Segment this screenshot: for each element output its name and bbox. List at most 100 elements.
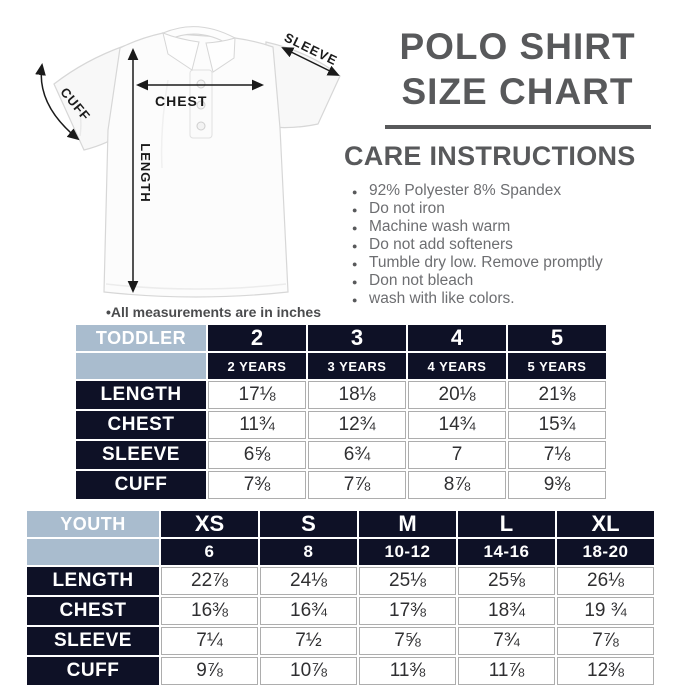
size-value-cell: 11¾ bbox=[208, 411, 306, 439]
care-item: wash with like colors. bbox=[352, 290, 603, 309]
youth-sleeve-row: SLEEVE 7¼ 7½ 7⅝ 7¾ 7⅞ bbox=[27, 627, 654, 655]
size-value-cell: 7¼ bbox=[161, 627, 258, 655]
toddler-age-spacer-cell bbox=[76, 353, 206, 379]
size-value-cell: 7½ bbox=[260, 627, 357, 655]
youth-size-table: YOUTH XS S M L XL 6 8 10-12 14-16 18-20 … bbox=[25, 509, 656, 687]
button-2 bbox=[196, 100, 206, 110]
polo-shirt-illustration: CHEST LENGTH SLEEVE CUFF bbox=[10, 8, 350, 308]
age-col-header: 2 YEARS bbox=[208, 353, 306, 379]
size-value-cell: 22⅞ bbox=[161, 567, 258, 595]
size-value-cell: 25⅛ bbox=[359, 567, 456, 595]
size-value-cell: 26⅛ bbox=[557, 567, 654, 595]
size-col-header: 2 bbox=[208, 325, 306, 351]
measurement-note: •All measurements are in inches bbox=[106, 304, 321, 320]
size-value-cell: 11⅞ bbox=[458, 657, 555, 685]
care-item: Machine wash warm bbox=[352, 218, 603, 237]
size-col-header: XL bbox=[557, 511, 654, 537]
size-value-cell: 7⅞ bbox=[557, 627, 654, 655]
care-item: Don not bleach bbox=[352, 272, 603, 291]
toddler-size-header-row: TODDLER 2 3 4 5 bbox=[76, 325, 606, 351]
size-value-cell: 9⅜ bbox=[508, 471, 606, 499]
collar-right-flap bbox=[205, 37, 236, 73]
size-col-header: 4 bbox=[408, 325, 506, 351]
size-value-cell: 14¾ bbox=[408, 411, 506, 439]
size-value-cell: 21⅜ bbox=[508, 381, 606, 409]
size-value-cell: 16⅜ bbox=[161, 597, 258, 625]
youth-size-header-row: YOUTH XS S M L XL bbox=[27, 511, 654, 537]
size-col-header: M bbox=[359, 511, 456, 537]
row-label: CHEST bbox=[27, 597, 159, 625]
toddler-group-cell: TODDLER bbox=[76, 325, 206, 351]
page-title-line2: SIZE CHART bbox=[401, 71, 634, 112]
length-label: LENGTH bbox=[138, 143, 153, 202]
cuff-arrow bbox=[35, 62, 80, 141]
size-value-cell: 20⅛ bbox=[408, 381, 506, 409]
row-label: LENGTH bbox=[27, 567, 159, 595]
size-col-header: XS bbox=[161, 511, 258, 537]
care-item: Do not add softeners bbox=[352, 236, 603, 255]
row-label: CUFF bbox=[76, 471, 206, 499]
size-value-cell: 18¾ bbox=[458, 597, 555, 625]
size-value-cell: 7⅞ bbox=[308, 471, 406, 499]
size-value-cell: 7⅜ bbox=[208, 471, 306, 499]
youth-group-cell: YOUTH bbox=[27, 511, 159, 537]
hem-line bbox=[105, 283, 287, 290]
row-label: CHEST bbox=[76, 411, 206, 439]
size-value-cell: 7⅝ bbox=[359, 627, 456, 655]
toddler-age-header-row: 2 YEARS 3 YEARS 4 YEARS 5 YEARS bbox=[76, 353, 606, 379]
youth-age-spacer-cell bbox=[27, 539, 159, 565]
youth-age-header-row: 6 8 10-12 14-16 18-20 bbox=[27, 539, 654, 565]
care-item: Do not iron bbox=[352, 200, 603, 219]
age-col-header: 18-20 bbox=[557, 539, 654, 565]
care-item: Tumble dry low. Remove promptly bbox=[352, 254, 603, 273]
row-label: LENGTH bbox=[76, 381, 206, 409]
row-label: SLEEVE bbox=[27, 627, 159, 655]
size-col-header: 5 bbox=[508, 325, 606, 351]
size-value-cell: 11⅜ bbox=[359, 657, 456, 685]
age-col-header: 10-12 bbox=[359, 539, 456, 565]
size-value-cell: 17⅜ bbox=[359, 597, 456, 625]
size-col-header: S bbox=[260, 511, 357, 537]
size-value-cell: 24⅛ bbox=[260, 567, 357, 595]
button-1 bbox=[196, 79, 206, 89]
toddler-chest-row: CHEST 11¾ 12¾ 14¾ 15¾ bbox=[76, 411, 606, 439]
youth-length-row: LENGTH 22⅞ 24⅛ 25⅛ 25⅝ 26⅛ bbox=[27, 567, 654, 595]
toddler-sleeve-row: SLEEVE 6⅝ 6¾ 7 7⅛ bbox=[76, 441, 606, 469]
size-value-cell: 19 ¾ bbox=[557, 597, 654, 625]
size-value-cell: 16¾ bbox=[260, 597, 357, 625]
size-value-cell: 25⅝ bbox=[458, 567, 555, 595]
age-col-header: 14-16 bbox=[458, 539, 555, 565]
page-title: POLO SHIRT SIZE CHART bbox=[345, 24, 690, 129]
age-col-header: 6 bbox=[161, 539, 258, 565]
care-item: 92% Polyester 8% Spandex bbox=[352, 182, 603, 201]
size-col-header: L bbox=[458, 511, 555, 537]
sleeve-arrow bbox=[281, 47, 340, 76]
age-col-header: 5 YEARS bbox=[508, 353, 606, 379]
youth-cuff-row: CUFF 9⅞ 10⅞ 11⅜ 11⅞ 12⅜ bbox=[27, 657, 654, 685]
shirt-body bbox=[103, 32, 289, 298]
title-underline bbox=[384, 125, 651, 129]
size-value-cell: 7 bbox=[408, 441, 506, 469]
age-col-header: 4 YEARS bbox=[408, 353, 506, 379]
size-value-cell: 7¾ bbox=[458, 627, 555, 655]
size-value-cell: 10⅞ bbox=[260, 657, 357, 685]
size-value-cell: 9⅞ bbox=[161, 657, 258, 685]
toddler-size-table: TODDLER 2 3 4 5 2 YEARS 3 YEARS 4 YEARS … bbox=[74, 323, 608, 501]
size-value-cell: 7⅛ bbox=[508, 441, 606, 469]
age-col-header: 3 YEARS bbox=[308, 353, 406, 379]
size-value-cell: 8⅞ bbox=[408, 471, 506, 499]
size-value-cell: 17⅛ bbox=[208, 381, 306, 409]
size-value-cell: 18⅛ bbox=[308, 381, 406, 409]
toddler-cuff-row: CUFF 7⅜ 7⅞ 8⅞ 9⅜ bbox=[76, 471, 606, 499]
care-instructions-list: 92% Polyester 8% Spandex Do not iron Mac… bbox=[352, 182, 603, 309]
row-label: SLEEVE bbox=[76, 441, 206, 469]
button-3 bbox=[196, 121, 206, 131]
chest-label: CHEST bbox=[155, 93, 207, 109]
collar-left-flap bbox=[162, 32, 200, 71]
polo-shirt-svg: CHEST LENGTH SLEEVE CUFF bbox=[35, 26, 341, 298]
size-value-cell: 6¾ bbox=[308, 441, 406, 469]
size-value-cell: 12¾ bbox=[308, 411, 406, 439]
page-title-line1: POLO SHIRT bbox=[399, 26, 636, 67]
size-col-header: 3 bbox=[308, 325, 406, 351]
